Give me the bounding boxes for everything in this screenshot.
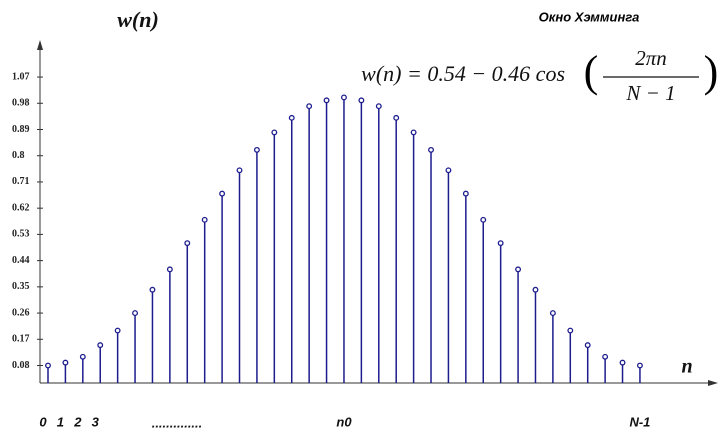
stem-marker bbox=[323, 97, 330, 104]
y-tick-label: 0.08 bbox=[12, 360, 30, 371]
y-tick-label: 0.8 bbox=[12, 150, 25, 161]
stem-marker bbox=[497, 240, 504, 247]
stem-marker bbox=[341, 94, 347, 101]
stem-marker bbox=[532, 286, 539, 293]
y-axis-label: w(n) bbox=[117, 7, 159, 32]
stem-marker bbox=[201, 216, 208, 223]
x-tick-label: 2 bbox=[73, 414, 82, 429]
stem-marker bbox=[358, 97, 365, 104]
stem-marker bbox=[114, 327, 121, 334]
formula-numerator: 2πn bbox=[635, 46, 667, 70]
stem-marker bbox=[393, 114, 400, 121]
y-tick-label: 0.53 bbox=[12, 229, 30, 240]
stem-marker bbox=[219, 190, 226, 197]
y-tick-label: 0.62 bbox=[12, 202, 30, 213]
stem-marker bbox=[584, 342, 591, 349]
stem-marker bbox=[375, 103, 382, 110]
chart-title: Окно Хэмминга bbox=[539, 9, 640, 24]
stem-marker bbox=[271, 129, 278, 136]
paren: ( bbox=[584, 47, 599, 96]
stem-marker bbox=[166, 266, 173, 273]
y-tick-label: 0.71 bbox=[12, 176, 30, 187]
x-tick-label: N-1 bbox=[629, 414, 650, 429]
stem-marker bbox=[480, 216, 487, 223]
x-axis-label: n bbox=[681, 356, 692, 378]
stem-marker bbox=[567, 327, 574, 334]
stem-marker bbox=[288, 114, 295, 121]
x-axis-arrow bbox=[708, 380, 718, 386]
y-tick-label: 0.89 bbox=[12, 124, 30, 135]
stem-marker bbox=[45, 362, 51, 369]
formula-denominator: N − 1 bbox=[625, 81, 675, 105]
stem-marker bbox=[602, 353, 609, 360]
y-axis-arrow bbox=[37, 40, 43, 50]
stem-marker bbox=[132, 310, 138, 317]
stem-marker bbox=[445, 167, 452, 174]
y-tick-label: 1.07 bbox=[12, 71, 30, 82]
formula-lhs: w(n) = 0.54 − 0.46 cos bbox=[361, 61, 565, 86]
x-tick-label: 0 bbox=[39, 414, 47, 429]
stem-marker bbox=[253, 146, 260, 153]
x-tick-label: 1 bbox=[57, 414, 64, 429]
y-tick-label: 0.26 bbox=[12, 307, 30, 318]
x-tick-label: n0 bbox=[336, 414, 352, 429]
stem-marker bbox=[619, 359, 626, 366]
stem-marker bbox=[184, 240, 191, 247]
x-annotation: .............. bbox=[152, 415, 203, 430]
y-tick-label: 0.17 bbox=[12, 334, 30, 345]
stem-marker bbox=[549, 310, 556, 317]
y-tick-label: 0.44 bbox=[12, 255, 30, 266]
y-tick-label: 0.98 bbox=[12, 98, 30, 109]
x-tick-label: 3 bbox=[92, 414, 100, 429]
stem-marker bbox=[428, 146, 434, 153]
stem-marker bbox=[79, 353, 86, 360]
stem-marker bbox=[97, 342, 104, 349]
paren: ) bbox=[704, 47, 719, 96]
stem-marker bbox=[462, 190, 469, 197]
stem-marker bbox=[306, 103, 313, 110]
stem-marker bbox=[149, 286, 156, 293]
stem-marker bbox=[62, 359, 69, 366]
stem-marker bbox=[515, 266, 522, 273]
stem-marker bbox=[410, 129, 417, 136]
stem-marker bbox=[636, 362, 643, 369]
stem-marker bbox=[236, 167, 243, 174]
y-tick-label: 0.35 bbox=[12, 281, 30, 292]
